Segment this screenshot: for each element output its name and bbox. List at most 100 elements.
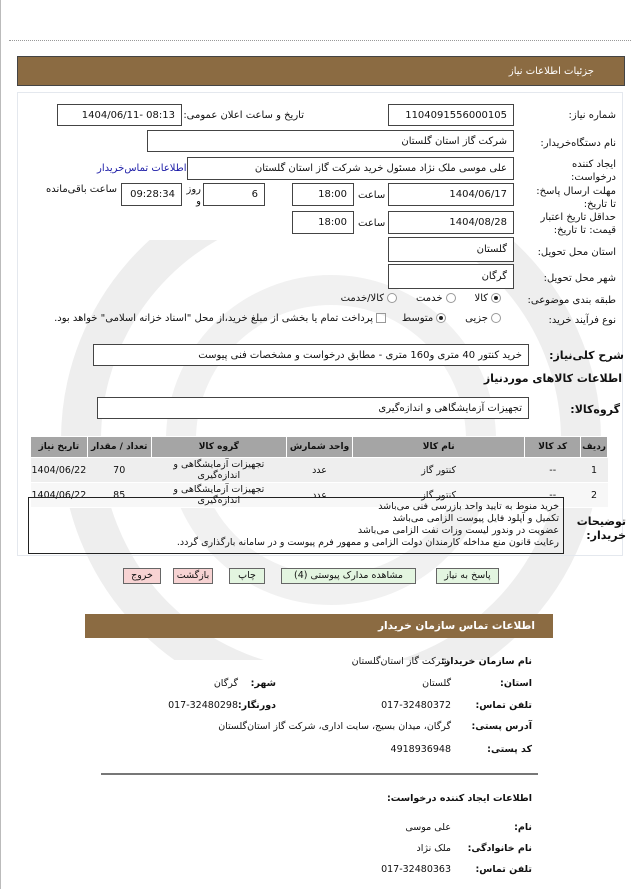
days-label: روز و: [186, 184, 202, 207]
cell-code: --: [524, 457, 581, 483]
view-documents-button[interactable]: مشاهده مدارک پیوستی (4): [281, 568, 416, 584]
col-row: ردیف: [580, 436, 608, 458]
cell-code: --: [524, 482, 581, 508]
days-remaining-field: 6: [203, 183, 265, 206]
note-line: تکمیل و آپلود فایل پیوست الزامی می‌باشد: [392, 513, 559, 524]
province-contact-value: گلستان: [422, 678, 451, 689]
province-field: گلستان: [388, 237, 514, 262]
top-divider: [9, 40, 631, 41]
details-panel: [17, 92, 623, 556]
org-label: نام سازمان خریدار:: [441, 656, 532, 667]
cell-unit: عدد: [286, 457, 353, 483]
need-number-label: شماره نیاز:: [568, 110, 617, 121]
creator-phone-label: تلفن تماس:: [475, 864, 532, 875]
summary-field: خرید کنتور 40 متری و160 متری - مطابق درخ…: [93, 344, 529, 366]
fax-label: دورنگار:: [237, 700, 276, 711]
cell-qty: 85: [87, 482, 152, 508]
payment-note: پرداخت تمام یا بخشی از مبلغ خرید،از محل …: [54, 313, 373, 324]
category-label: طبقه بندی موضوعی:: [527, 295, 616, 306]
goods-group-field: تجهیزات آزمایشگاهی و اندازه‌گیری: [97, 397, 529, 419]
cell-unit: عدد: [286, 482, 353, 508]
col-date: تاریخ نیاز: [30, 436, 88, 458]
col-qty: تعداد / مقدار: [86, 436, 152, 458]
radio-goods-service[interactable]: کالا/خدمت: [341, 293, 401, 304]
payment-checkbox[interactable]: [376, 313, 386, 323]
cell-name: کنتور گاز: [352, 457, 525, 483]
validity-time-field: 18:00: [292, 211, 354, 234]
address-label: آدرس پستی:: [471, 721, 532, 732]
goods-table-header: ردیف کد کالا نام کالا واحد شمارش گروه کا…: [30, 436, 608, 458]
note-line: رعایت قانون منع مداخله کارمندان دولت الز…: [176, 537, 559, 548]
col-unit: واحد شمارش: [285, 436, 354, 458]
city-label: شهر محل تحویل:: [543, 273, 616, 284]
process-label: نوع فرآیند خرید:: [548, 315, 617, 326]
reply-button[interactable]: پاسخ به نیاز: [436, 568, 499, 584]
phone-label: تلفن تماس:: [475, 700, 532, 711]
creator-field: علی موسی ملک نژاد مسئول خرید شرکت گاز اس…: [187, 157, 514, 180]
city-field: گرگان: [388, 264, 514, 289]
family-value: ملک نژاد: [416, 843, 451, 854]
goods-table: ردیف کد کالا نام کالا واحد شمارش گروه کا…: [30, 436, 608, 508]
cell-date: 1404/06/22: [30, 457, 88, 483]
buyer-contact-link[interactable]: اطلاعات تماس‌خریدار: [97, 163, 187, 174]
radio-goods[interactable]: کالا: [474, 293, 504, 304]
radio-medium[interactable]: متوسط: [402, 313, 449, 324]
family-label: نام خانوادگی:: [467, 843, 532, 854]
deadline-label: مهلت ارسال پاسخ: تا تاریخ:: [536, 186, 616, 210]
buyer-notes-box: خرید منوط به تایید واحد بازرسی فنی می‌با…: [28, 497, 564, 554]
time-remaining-label: ساعت باقی‌مانده: [46, 184, 118, 195]
payment-checkbox-row: پرداخت تمام یا بخشی از مبلغ خرید،از محل …: [54, 313, 389, 324]
radio-service[interactable]: خدمت: [416, 293, 459, 304]
contact-title: اطلاعات تماس سازمان خریدار: [378, 620, 535, 632]
cell-qty: 70: [87, 457, 152, 483]
contact-header: اطلاعات تماس سازمان خریدار: [85, 614, 553, 638]
phone-value: 017-32480372: [381, 700, 451, 711]
cell-row: 2: [580, 482, 608, 508]
goods-group-label: گروه‌کالا:: [570, 403, 620, 416]
category-radio-group: کالا خدمت کالا/خدمت: [341, 293, 504, 304]
announce-field: 1404/06/11- 08:13: [57, 104, 182, 126]
province-contact-label: استان:: [500, 678, 532, 689]
exit-button[interactable]: خروج: [123, 568, 161, 584]
city-contact-label: شهر:: [250, 678, 276, 689]
col-code: کد کالا: [524, 436, 582, 458]
buyer-notes-label: توضیحات خریدار:: [576, 515, 626, 542]
creator-phone-value: 017-32480363: [381, 864, 451, 875]
need-number-field: 1104091556000105: [388, 104, 514, 126]
print-button[interactable]: چاپ: [229, 568, 265, 584]
announce-label: تاریخ و ساعت اعلان عمومی:: [183, 110, 304, 121]
radio-minor[interactable]: جزیی: [465, 313, 504, 324]
goods-title: اطلاعات کالاهای موردنیاز: [483, 372, 622, 385]
cell-name: کنتور گاز: [352, 482, 525, 508]
note-line: خرید منوط به تایید واحد بازرسی فنی می‌با…: [378, 501, 559, 512]
creator-info-title: اطلاعات ایجاد کننده درخواست:: [386, 793, 532, 804]
name-value: علی موسی: [405, 822, 451, 833]
buyer-field: شرکت گاز استان گلستان: [147, 130, 514, 152]
province-label: استان محل تحویل:: [537, 247, 616, 258]
contact-divider: [101, 773, 538, 775]
buyer-label: نام دستگاه‌خریدار:: [540, 138, 616, 149]
creator-label: ایجاد کننده درخواست:: [571, 159, 616, 183]
table-row: 2 -- کنتور گاز عدد تجهیزات آزمایشگاهی و …: [30, 482, 608, 508]
back-button[interactable]: بازگشت: [173, 568, 213, 584]
cell-group: تجهیزات آزمایشگاهی و اندازه‌گیری: [151, 482, 287, 508]
table-row: 1 -- کنتور گاز عدد تجهیزات آزمایشگاهی و …: [30, 457, 608, 483]
details-header: جزئیات اطلاعات نیاز: [17, 56, 625, 86]
name-label: نام:: [514, 822, 532, 833]
org-value: شرکت گاز استان‌گلستان: [351, 656, 449, 667]
cell-date: 1404/06/22: [30, 482, 88, 508]
fax-value: 017-32480298: [168, 700, 238, 711]
validity-label: حداقل تاریخ اعتبار قیمت: تا تاریخ:: [540, 212, 616, 236]
deadline-time-label: ساعت: [358, 190, 386, 201]
col-name: نام کالا: [352, 436, 526, 458]
validity-date-field: 1404/08/28: [388, 211, 514, 234]
process-radio-group: جزیی متوسط: [402, 313, 504, 324]
cell-row: 1: [580, 457, 608, 483]
time-remaining-field: 09:28:34: [121, 183, 182, 206]
validity-time-label: ساعت: [358, 218, 386, 229]
summary-label: شرح کلی‌نیاز:: [549, 349, 624, 362]
postal-label: کد پستی:: [487, 744, 532, 755]
col-group: گروه کالا: [150, 436, 287, 458]
deadline-date-field: 1404/06/17: [388, 183, 514, 206]
